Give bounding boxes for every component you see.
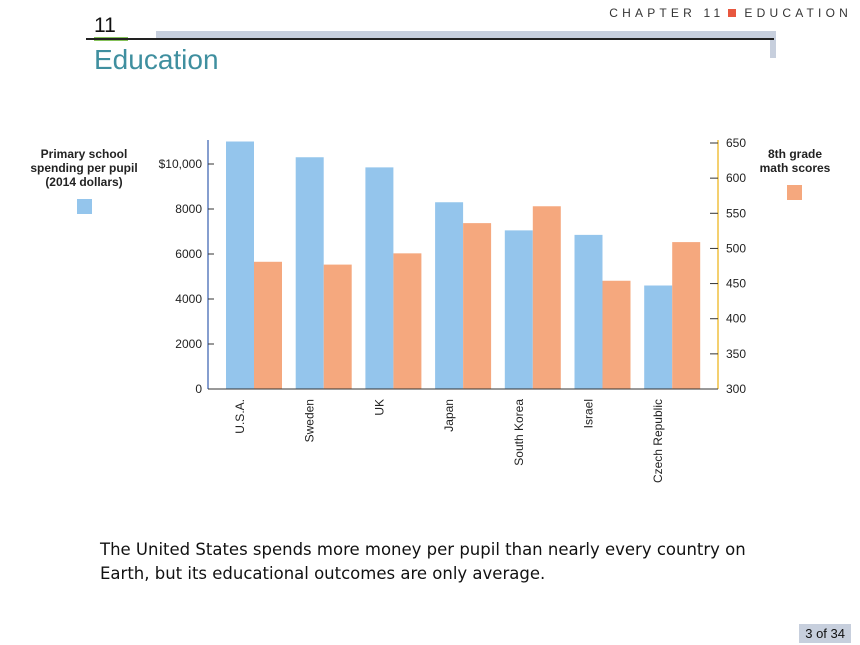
left-axis-tick-label: 2000 xyxy=(175,337,202,351)
bar-math xyxy=(254,261,282,389)
bar-spending xyxy=(504,230,533,389)
legend-swatch-spending xyxy=(77,199,92,214)
category-label: Sweden xyxy=(303,399,317,442)
bar-spending xyxy=(644,285,673,389)
bar-spending xyxy=(295,157,324,389)
category-label: Czech Republic xyxy=(651,399,665,483)
right-axis-label: math scores xyxy=(760,161,831,175)
right-axis-tick-label: 600 xyxy=(726,171,746,185)
right-axis-tick-label: 650 xyxy=(726,136,746,150)
left-axis-label: (2014 dollars) xyxy=(45,175,122,189)
bar-math xyxy=(532,206,561,389)
bar-spending xyxy=(365,167,394,389)
page-title: Education xyxy=(94,44,219,75)
right-axis-label: 8th grade xyxy=(768,147,822,161)
category-label: Israel xyxy=(582,399,596,428)
page-indicator: 3 of 34 xyxy=(799,624,851,643)
accent-square xyxy=(728,9,737,18)
bar-spending xyxy=(226,141,254,389)
bar-math xyxy=(463,223,492,389)
bar-spending xyxy=(574,234,603,389)
right-axis-tick-label: 500 xyxy=(726,241,746,255)
chapter-label-text: CHAPTER 11 xyxy=(609,6,725,20)
category-label: UK xyxy=(372,399,386,416)
subject-label-text: EDUCATION xyxy=(744,6,852,20)
bar-math xyxy=(602,280,631,389)
chapter-label: CHAPTER 11 EDUCATION xyxy=(609,6,852,20)
category-label: South Korea xyxy=(512,399,526,466)
bar-math xyxy=(672,242,701,389)
chapter-number: 11 xyxy=(94,14,116,37)
legend-swatch-math xyxy=(787,185,802,200)
bar-math xyxy=(393,253,422,389)
left-axis-tick-label: 8000 xyxy=(175,202,202,216)
left-axis-label: Primary school xyxy=(41,147,128,161)
right-axis-tick-label: 350 xyxy=(726,347,746,361)
category-label: U.S.A. xyxy=(233,399,247,434)
right-axis-tick-label: 550 xyxy=(726,206,746,220)
caption: The United States spends more money per … xyxy=(100,540,746,583)
right-axis-tick-label: 300 xyxy=(726,382,746,396)
bar-spending xyxy=(435,202,464,389)
left-axis-tick-label: 6000 xyxy=(175,247,202,261)
chart: U.S.A. Sweden UK Japan South Korea Israel Czec… xyxy=(30,136,831,483)
bar-math xyxy=(323,264,352,389)
left-axis-label: spending per pupil xyxy=(30,161,137,175)
header-bar xyxy=(156,31,772,38)
left-axis-tick-label: 4000 xyxy=(175,292,202,306)
left-axis-tick-label: 0 xyxy=(195,382,202,396)
left-axis-tick-label: $10,000 xyxy=(159,157,203,171)
right-axis-tick-label: 450 xyxy=(726,277,746,291)
header-rule xyxy=(86,38,774,40)
right-axis-tick-label: 400 xyxy=(726,312,746,326)
category-label: Japan xyxy=(442,399,456,432)
header-bar-end xyxy=(770,31,776,58)
